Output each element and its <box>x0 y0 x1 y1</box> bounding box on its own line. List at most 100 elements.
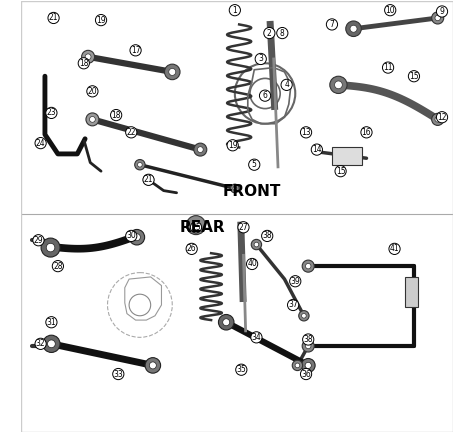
Circle shape <box>238 222 249 233</box>
Circle shape <box>301 368 312 380</box>
Text: 21: 21 <box>144 175 153 184</box>
Text: 40: 40 <box>247 259 257 268</box>
Circle shape <box>227 140 238 151</box>
Circle shape <box>254 242 259 247</box>
Circle shape <box>78 58 90 69</box>
Circle shape <box>143 174 154 185</box>
Text: 20: 20 <box>88 87 97 96</box>
Circle shape <box>251 239 262 250</box>
Text: REAR: REAR <box>180 220 225 235</box>
Circle shape <box>35 138 46 149</box>
Circle shape <box>301 127 312 138</box>
Circle shape <box>295 363 300 368</box>
Text: 37: 37 <box>288 301 298 310</box>
Text: 2: 2 <box>267 29 272 38</box>
Circle shape <box>432 12 444 24</box>
Circle shape <box>251 332 262 343</box>
Circle shape <box>361 127 372 138</box>
Circle shape <box>301 313 306 318</box>
Text: 4: 4 <box>284 81 289 89</box>
Text: 10: 10 <box>385 6 395 15</box>
Circle shape <box>435 116 440 122</box>
Circle shape <box>281 79 292 90</box>
Circle shape <box>95 15 107 26</box>
Circle shape <box>249 159 260 170</box>
Text: 23: 23 <box>46 108 56 117</box>
Circle shape <box>306 263 311 269</box>
Circle shape <box>164 64 180 80</box>
Circle shape <box>236 364 247 375</box>
Text: 38: 38 <box>303 335 313 344</box>
Circle shape <box>435 15 440 21</box>
Text: 30: 30 <box>127 231 136 240</box>
Circle shape <box>384 5 396 16</box>
Text: 35: 35 <box>237 365 246 374</box>
Text: 36: 36 <box>301 369 311 378</box>
Circle shape <box>130 45 141 56</box>
Circle shape <box>408 71 419 82</box>
Circle shape <box>126 127 137 138</box>
Circle shape <box>33 235 44 246</box>
Circle shape <box>229 5 240 16</box>
Circle shape <box>143 174 154 185</box>
Circle shape <box>277 27 288 39</box>
Circle shape <box>255 53 266 65</box>
Circle shape <box>330 76 347 94</box>
Circle shape <box>335 165 346 177</box>
Circle shape <box>41 238 60 257</box>
Text: 31: 31 <box>46 318 56 327</box>
Circle shape <box>149 362 156 369</box>
Text: 9: 9 <box>439 7 445 16</box>
Circle shape <box>135 159 145 170</box>
Circle shape <box>335 81 342 89</box>
Circle shape <box>194 143 207 156</box>
Text: 26: 26 <box>187 244 197 253</box>
Text: 7: 7 <box>329 20 334 29</box>
Circle shape <box>47 340 55 348</box>
Circle shape <box>223 319 230 326</box>
Text: 24: 24 <box>36 139 46 148</box>
Text: 29: 29 <box>34 236 43 245</box>
Circle shape <box>302 260 314 272</box>
Circle shape <box>311 144 322 155</box>
Circle shape <box>145 358 161 373</box>
Circle shape <box>383 62 394 73</box>
Text: 19: 19 <box>228 141 237 150</box>
Circle shape <box>346 21 361 36</box>
Circle shape <box>292 360 302 371</box>
Circle shape <box>191 222 201 233</box>
Circle shape <box>46 107 57 119</box>
Text: 8: 8 <box>280 29 285 38</box>
Circle shape <box>259 90 271 101</box>
Circle shape <box>46 317 57 328</box>
Circle shape <box>262 230 273 242</box>
Text: 11: 11 <box>383 63 393 72</box>
Circle shape <box>87 86 98 97</box>
Bar <box>405 277 418 307</box>
Text: 12: 12 <box>438 113 447 122</box>
Text: 38: 38 <box>263 231 272 240</box>
Circle shape <box>186 243 197 255</box>
Circle shape <box>197 147 203 152</box>
Circle shape <box>126 230 137 242</box>
Text: 39: 39 <box>291 277 300 286</box>
Circle shape <box>146 178 151 182</box>
Text: 18: 18 <box>111 110 121 120</box>
Text: 41: 41 <box>390 244 400 253</box>
Circle shape <box>432 113 444 126</box>
Text: 25: 25 <box>191 223 201 232</box>
Text: 15: 15 <box>409 72 419 81</box>
Circle shape <box>302 334 314 345</box>
Text: FRONT: FRONT <box>223 184 281 199</box>
Bar <box>332 148 362 165</box>
Circle shape <box>437 6 447 17</box>
Text: 22: 22 <box>127 128 136 137</box>
Circle shape <box>301 359 315 372</box>
Text: 18: 18 <box>79 59 89 68</box>
Circle shape <box>110 110 122 121</box>
Text: 27: 27 <box>239 223 248 232</box>
Text: 15: 15 <box>336 167 346 176</box>
Circle shape <box>113 368 124 380</box>
Text: 1: 1 <box>232 6 237 15</box>
Text: 14: 14 <box>312 145 322 154</box>
